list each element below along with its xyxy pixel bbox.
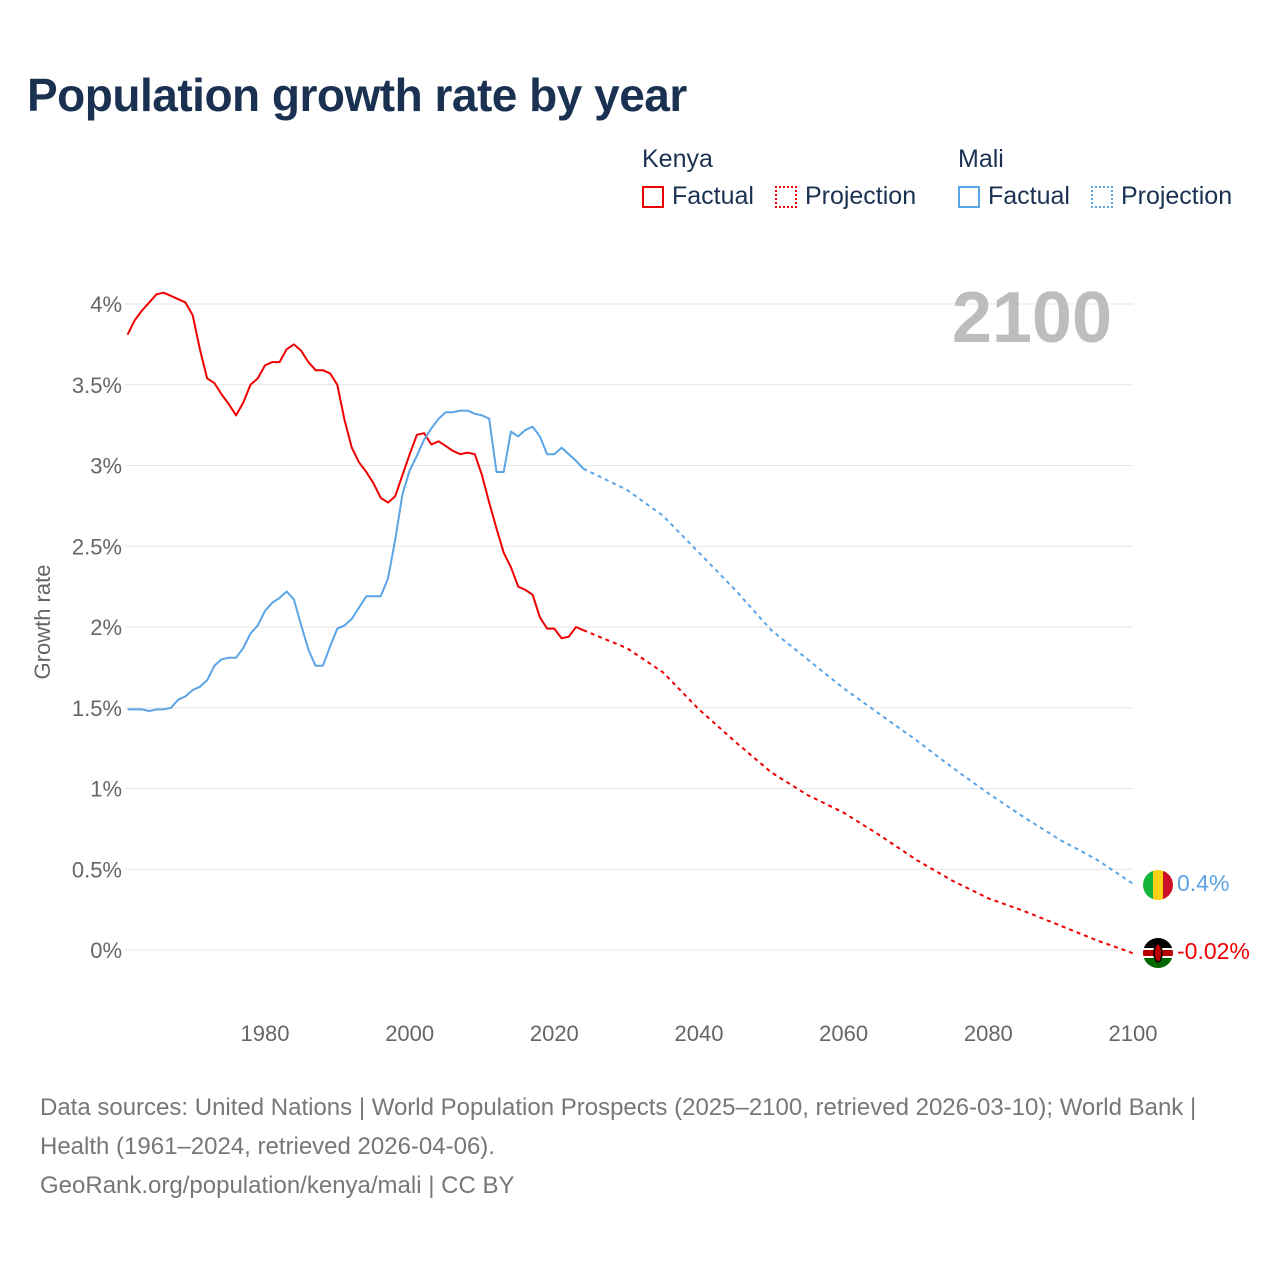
y-axis-label: Growth rate <box>30 565 55 680</box>
y-tick-label: 1% <box>90 777 122 802</box>
legend-group-name: Kenya <box>642 145 713 173</box>
x-tick-label: 2040 <box>675 1021 724 1046</box>
series-line-mali-projection <box>582 467 1134 885</box>
line-chart: 0% 0.5% 1% 1.5% 2% 2.5% 3% 3.5% 4% 1980 2000 2020 2… <box>30 278 1250 1046</box>
mali-end-label: 0.4% <box>1177 870 1229 896</box>
kenya-end-label: -0.02% <box>1177 938 1250 964</box>
solid-swatch-icon <box>642 185 664 208</box>
legend-mali-projection[interactable]: Projection <box>1090 182 1233 211</box>
x-tick-label: 2080 <box>964 1021 1013 1046</box>
dotted-swatch-icon <box>774 185 797 208</box>
legend-label: Projection <box>1120 182 1233 210</box>
y-tick-label: 2% <box>90 615 122 640</box>
series-line-kenya-projection <box>582 629 1134 955</box>
source-link[interactable]: GeoRank.org/population/kenya/mali | CC B… <box>40 1172 515 1199</box>
chart-title: Population growth rate by year <box>27 69 687 121</box>
legend-kenya-factual[interactable]: Factual <box>642 182 754 211</box>
legend-label: Factual <box>672 182 754 210</box>
solid-swatch-icon <box>958 185 980 208</box>
y-tick-label: 3% <box>90 454 122 479</box>
x-tick-label: 2100 <box>1109 1021 1158 1046</box>
footer: Data sources: United Nations | World Pop… <box>40 1088 1240 1205</box>
y-tick-label: 4% <box>90 292 122 317</box>
legend-label: Projection <box>804 182 917 210</box>
data-sources: Data sources: United Nations | World Pop… <box>40 1094 1197 1160</box>
y-tick-label: 0.5% <box>72 857 122 882</box>
legend-kenya: Kenya Factual Projection <box>642 145 930 215</box>
series-line-mali-factual <box>127 409 585 712</box>
x-tick-label: 1980 <box>241 1021 290 1046</box>
legend-mali-factual[interactable]: Factual <box>958 182 1070 211</box>
y-tick-label: 3.5% <box>72 373 122 398</box>
mali-flag-icon <box>1143 870 1173 900</box>
legend-label: Factual <box>988 182 1070 210</box>
series-line-kenya-factual <box>126 291 584 640</box>
legend-group-name: Mali <box>958 145 1004 173</box>
x-tick-label: 2020 <box>530 1021 579 1046</box>
y-tick-label: 0% <box>90 938 122 963</box>
kenya-flag-icon <box>1143 938 1173 968</box>
y-tick-label: 1.5% <box>72 696 122 721</box>
x-tick-label: 2060 <box>819 1021 868 1046</box>
dotted-swatch-icon <box>1090 185 1113 208</box>
year-display: 2100 <box>952 278 1112 358</box>
legend-mali: Mali Factual Projection <box>958 145 1246 215</box>
x-tick-label: 2000 <box>385 1021 434 1046</box>
y-tick-label: 2.5% <box>72 534 122 559</box>
legend-kenya-projection[interactable]: Projection <box>774 182 917 211</box>
